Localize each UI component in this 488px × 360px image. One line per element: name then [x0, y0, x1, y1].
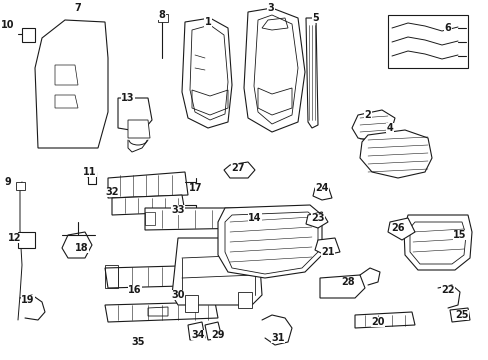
Text: 28: 28 — [341, 277, 354, 287]
Polygon shape — [118, 98, 152, 132]
Text: 22: 22 — [440, 285, 454, 295]
Text: 10: 10 — [1, 20, 15, 30]
Polygon shape — [312, 186, 331, 200]
Text: 18: 18 — [75, 243, 89, 253]
Polygon shape — [314, 238, 339, 255]
Polygon shape — [172, 238, 262, 305]
Polygon shape — [187, 322, 204, 340]
Polygon shape — [112, 195, 184, 215]
Polygon shape — [16, 182, 25, 190]
Polygon shape — [403, 215, 471, 270]
Polygon shape — [105, 302, 218, 322]
Text: 14: 14 — [248, 213, 261, 223]
Text: 21: 21 — [321, 247, 334, 257]
Polygon shape — [35, 20, 108, 148]
Text: 24: 24 — [315, 183, 328, 193]
Text: 8: 8 — [158, 10, 165, 20]
Text: 27: 27 — [231, 163, 244, 173]
Text: 11: 11 — [83, 167, 97, 177]
Polygon shape — [305, 18, 317, 128]
Polygon shape — [88, 172, 96, 184]
Text: 31: 31 — [271, 333, 284, 343]
Text: 16: 16 — [128, 285, 142, 295]
Polygon shape — [354, 312, 414, 328]
Text: 12: 12 — [8, 233, 21, 243]
Polygon shape — [319, 275, 364, 298]
Polygon shape — [22, 28, 35, 42]
Text: 17: 17 — [189, 183, 203, 193]
Text: 30: 30 — [171, 290, 184, 300]
Polygon shape — [145, 208, 251, 230]
Text: 26: 26 — [390, 223, 404, 233]
Text: 2: 2 — [364, 110, 370, 120]
Polygon shape — [351, 110, 394, 142]
Text: 5: 5 — [312, 13, 319, 23]
Text: 25: 25 — [454, 310, 468, 320]
Polygon shape — [359, 130, 431, 178]
Polygon shape — [18, 232, 35, 248]
Polygon shape — [244, 8, 305, 132]
Polygon shape — [387, 218, 414, 240]
Text: 33: 33 — [171, 205, 184, 215]
Text: 4: 4 — [386, 123, 392, 133]
Text: 1: 1 — [204, 17, 211, 27]
Text: 15: 15 — [452, 230, 466, 240]
Polygon shape — [449, 308, 469, 322]
Text: 32: 32 — [105, 187, 119, 197]
Text: 34: 34 — [191, 330, 204, 340]
Text: 23: 23 — [311, 213, 324, 223]
Text: 29: 29 — [211, 330, 224, 340]
Polygon shape — [62, 232, 92, 258]
Text: 7: 7 — [75, 3, 81, 13]
Text: 35: 35 — [131, 337, 144, 347]
Polygon shape — [158, 14, 168, 22]
Text: 19: 19 — [21, 295, 35, 305]
Polygon shape — [182, 18, 231, 128]
Text: 20: 20 — [370, 317, 384, 327]
Polygon shape — [224, 162, 254, 178]
Polygon shape — [105, 265, 218, 288]
Text: 13: 13 — [121, 93, 135, 103]
Text: 6: 6 — [444, 23, 450, 33]
Polygon shape — [305, 212, 327, 228]
Polygon shape — [204, 322, 222, 340]
Text: 9: 9 — [4, 177, 11, 187]
Polygon shape — [218, 205, 321, 278]
Polygon shape — [238, 292, 251, 308]
Polygon shape — [184, 295, 198, 312]
Polygon shape — [128, 120, 150, 138]
Polygon shape — [108, 172, 187, 198]
Text: 3: 3 — [267, 3, 274, 13]
